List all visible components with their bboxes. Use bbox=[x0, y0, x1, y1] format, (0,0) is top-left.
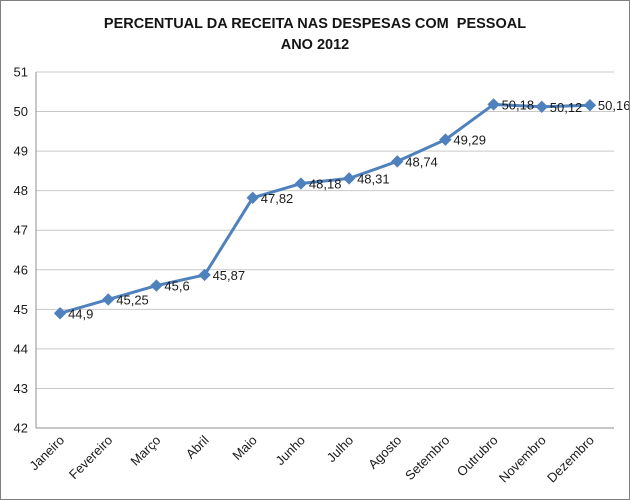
data-label: 49,29 bbox=[453, 133, 486, 148]
data-point-marker bbox=[102, 293, 115, 306]
data-label: 48,74 bbox=[405, 154, 438, 169]
data-label: 50,16 bbox=[598, 98, 630, 113]
y-tick-label: 51 bbox=[14, 65, 28, 80]
x-tick-label: Julho bbox=[324, 433, 357, 466]
x-tick-label: Setembro bbox=[402, 433, 452, 483]
data-label: 50,12 bbox=[550, 100, 583, 115]
data-point-marker bbox=[391, 155, 404, 168]
data-label: 48,31 bbox=[357, 171, 390, 186]
x-tick-label: Fevereiro bbox=[66, 433, 115, 482]
data-point-marker bbox=[342, 172, 356, 185]
data-label: 45,87 bbox=[213, 268, 246, 283]
data-point-marker bbox=[535, 100, 548, 114]
data-label: 48,18 bbox=[309, 177, 342, 192]
x-tick-label: Novembro bbox=[496, 433, 549, 486]
data-point-marker bbox=[198, 268, 211, 282]
y-tick-label: 48 bbox=[14, 183, 28, 198]
x-tick-label: Maio bbox=[229, 433, 260, 464]
data-point-marker bbox=[150, 279, 163, 292]
y-tick-label: 44 bbox=[14, 341, 28, 356]
data-point-marker bbox=[53, 307, 67, 320]
x-tick-label: Dezembro bbox=[544, 433, 597, 486]
data-label: 45,6 bbox=[164, 279, 189, 294]
chart-subtitle: ANO 2012 bbox=[280, 37, 350, 53]
chart-title-block: PERCENTUAL DA RECEITA NAS DESPESAS COM P… bbox=[1, 14, 629, 56]
y-tick-label: 47 bbox=[14, 223, 28, 238]
y-tick-label: 45 bbox=[14, 302, 28, 317]
chart-title: PERCENTUAL DA RECEITA NAS DESPESAS COM P… bbox=[103, 16, 527, 32]
data-point-marker bbox=[487, 98, 500, 111]
x-tick-label: Março bbox=[127, 433, 163, 469]
data-label: 44,9 bbox=[68, 306, 93, 321]
y-tick-label: 50 bbox=[14, 104, 28, 119]
x-tick-label: Abril bbox=[183, 432, 212, 461]
x-tick-label: Janeiro bbox=[26, 433, 67, 474]
y-tick-label: 49 bbox=[14, 144, 28, 159]
y-tick-label: 43 bbox=[14, 381, 28, 396]
data-label: 47,82 bbox=[261, 191, 294, 206]
y-tick-label: 42 bbox=[14, 421, 28, 436]
data-label: 45,25 bbox=[116, 292, 149, 307]
x-tick-label: Junho bbox=[272, 433, 308, 469]
data-label: 50,18 bbox=[502, 97, 535, 112]
x-tick-label: Outrubro bbox=[454, 433, 501, 480]
x-tick-label: Agosto bbox=[365, 433, 404, 472]
data-point-marker bbox=[583, 99, 597, 112]
data-point-marker bbox=[439, 133, 452, 146]
y-tick-label: 46 bbox=[14, 262, 28, 277]
data-point-marker bbox=[294, 177, 308, 190]
series-line bbox=[58, 102, 592, 315]
data-point-marker bbox=[246, 191, 259, 204]
